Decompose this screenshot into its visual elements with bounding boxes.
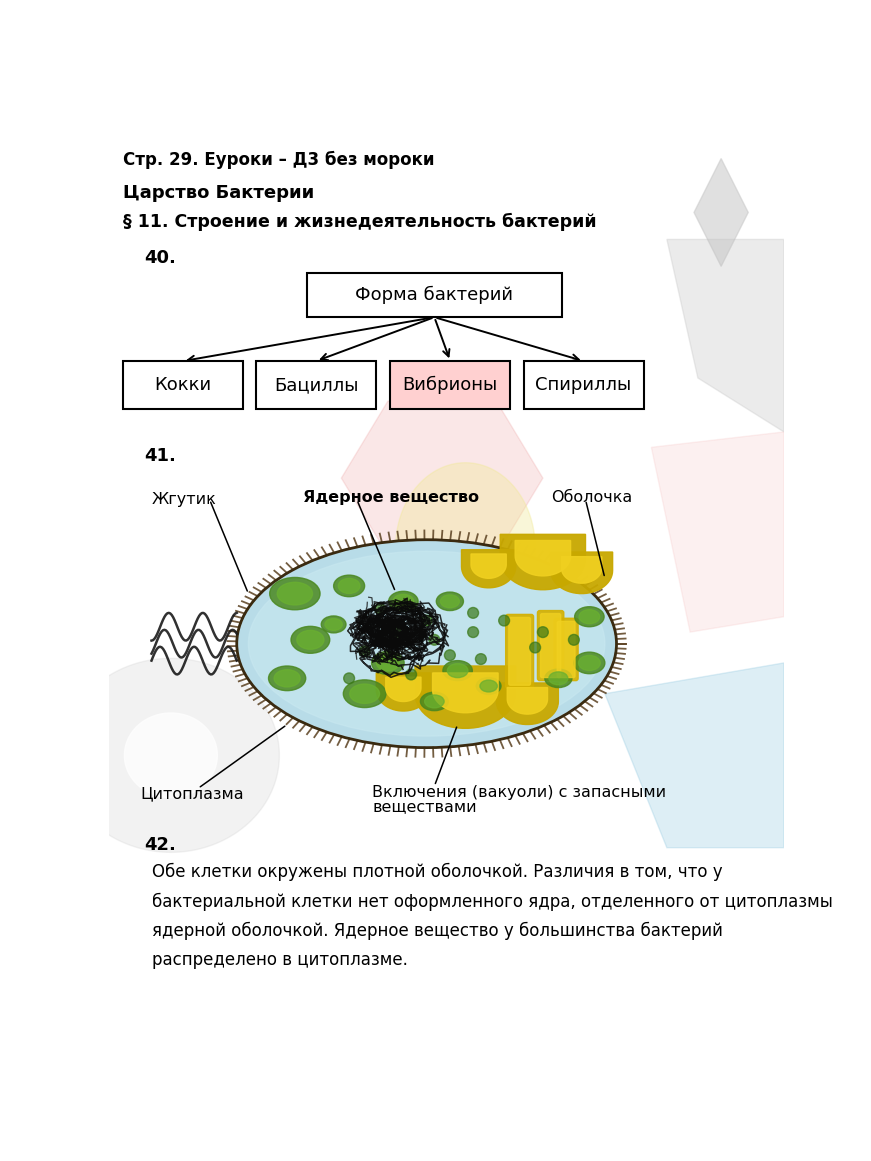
Ellipse shape [325,619,342,630]
Polygon shape [562,556,602,583]
Text: Включения (вакуоли) с запасными: Включения (вакуоли) с запасными [373,785,666,800]
Ellipse shape [375,604,386,614]
Ellipse shape [448,664,468,678]
FancyBboxPatch shape [523,361,644,409]
Text: § 11. Строение и жизнедеятельность бактерий: § 11. Строение и жизнедеятельность бакте… [123,212,597,231]
Ellipse shape [338,578,360,593]
Text: ядерной оболочкой. Ядерное вещество у большинства бактерий: ядерной оболочкой. Ядерное вещество у бо… [152,922,722,940]
Ellipse shape [248,551,604,736]
Polygon shape [604,663,784,848]
Text: Бациллы: Бациллы [274,376,359,394]
Ellipse shape [429,634,440,646]
Ellipse shape [359,646,370,657]
Ellipse shape [349,684,380,704]
Ellipse shape [344,673,354,684]
Ellipse shape [441,594,459,608]
Ellipse shape [277,583,313,605]
Ellipse shape [530,642,541,652]
Ellipse shape [574,652,604,673]
Ellipse shape [468,607,478,619]
Polygon shape [386,677,421,701]
Text: бактериальной клетки нет оформленного ядра, отделенного от цитоплазмы: бактериальной клетки нет оформленного яд… [152,893,833,910]
Text: распределено в цитоплазме.: распределено в цитоплазме. [152,951,408,969]
FancyBboxPatch shape [256,361,376,409]
Ellipse shape [499,615,510,626]
Ellipse shape [436,592,463,611]
Polygon shape [125,713,218,798]
Ellipse shape [476,654,486,664]
Ellipse shape [476,678,501,694]
Text: Форма бактерий: Форма бактерий [355,286,513,304]
Polygon shape [376,673,430,711]
Text: веществами: веществами [373,799,477,814]
FancyBboxPatch shape [557,621,575,678]
Polygon shape [550,551,612,593]
Text: Ядерное вещество: Ядерное вещество [302,490,479,505]
Polygon shape [415,666,516,728]
FancyBboxPatch shape [123,361,243,409]
Polygon shape [652,432,784,632]
FancyBboxPatch shape [390,361,510,409]
Polygon shape [63,658,280,852]
Text: Обе клетки окружены плотной оболочкой. Различия в том, что у: Обе клетки окружены плотной оболочкой. Р… [152,863,722,881]
Ellipse shape [579,610,599,623]
Text: Оболочка: Оболочка [550,490,631,505]
Ellipse shape [545,669,572,687]
Ellipse shape [406,669,416,680]
Ellipse shape [270,577,320,610]
Ellipse shape [537,627,549,637]
Ellipse shape [237,540,617,748]
Polygon shape [507,687,548,714]
FancyBboxPatch shape [509,618,530,685]
Text: Стр. 29. Еуроки – Д3 без мороки: Стр. 29. Еуроки – Д3 без мороки [123,151,435,170]
Ellipse shape [569,634,579,646]
Ellipse shape [297,630,324,649]
Polygon shape [471,554,506,578]
Ellipse shape [321,616,346,633]
Text: Спириллы: Спириллы [536,376,631,394]
Text: 41.: 41. [144,447,176,466]
Polygon shape [496,683,558,724]
Polygon shape [341,401,543,555]
Text: Вибрионы: Вибрионы [402,376,498,394]
Text: 40.: 40. [144,250,176,267]
FancyBboxPatch shape [541,614,561,678]
Polygon shape [462,549,516,587]
Ellipse shape [422,615,432,626]
FancyBboxPatch shape [307,273,563,317]
Ellipse shape [578,655,600,670]
Ellipse shape [343,680,386,707]
Polygon shape [694,159,748,266]
Ellipse shape [274,670,300,687]
Text: Царство Бактерии: Царство Бактерии [123,183,314,202]
Ellipse shape [444,650,456,661]
Text: 42.: 42. [144,836,176,854]
Polygon shape [395,463,535,632]
Ellipse shape [480,680,497,692]
Polygon shape [515,541,571,576]
Text: Кокки: Кокки [154,376,212,394]
Ellipse shape [424,695,444,708]
Ellipse shape [442,661,472,680]
Polygon shape [667,239,784,432]
Ellipse shape [372,651,404,675]
FancyBboxPatch shape [506,614,534,688]
Ellipse shape [334,575,365,597]
FancyBboxPatch shape [554,619,578,680]
Ellipse shape [421,692,449,711]
Polygon shape [500,534,585,590]
Ellipse shape [393,594,414,608]
Ellipse shape [376,655,399,671]
Ellipse shape [575,607,604,627]
Text: Цитоплазма: Цитоплазма [140,786,244,801]
Ellipse shape [549,672,568,685]
Polygon shape [433,673,498,713]
Ellipse shape [268,666,306,691]
Text: Жгутик: Жгутик [152,492,216,507]
FancyBboxPatch shape [537,611,564,680]
Ellipse shape [468,627,478,637]
Ellipse shape [388,591,418,612]
Ellipse shape [291,626,330,654]
Ellipse shape [390,627,401,637]
